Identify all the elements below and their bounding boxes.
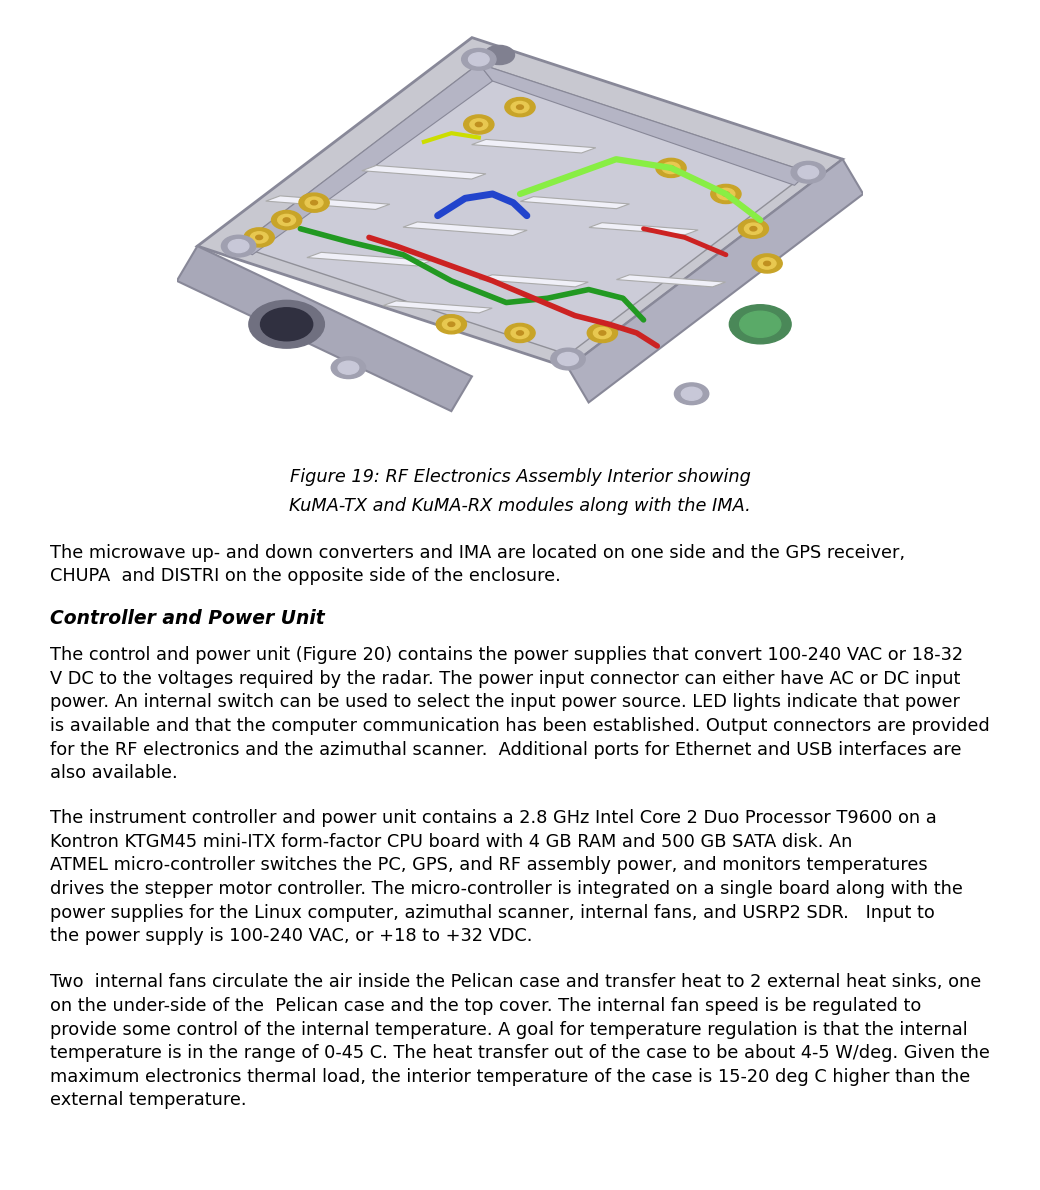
Polygon shape bbox=[478, 63, 808, 186]
Circle shape bbox=[448, 322, 454, 326]
Circle shape bbox=[551, 349, 586, 370]
Circle shape bbox=[298, 193, 330, 212]
Circle shape bbox=[511, 327, 529, 339]
Circle shape bbox=[442, 319, 461, 330]
Circle shape bbox=[485, 45, 515, 64]
Circle shape bbox=[222, 236, 256, 257]
Circle shape bbox=[717, 188, 735, 200]
Circle shape bbox=[662, 162, 680, 174]
Polygon shape bbox=[589, 223, 698, 234]
Circle shape bbox=[723, 192, 729, 196]
Circle shape bbox=[656, 158, 686, 177]
Polygon shape bbox=[404, 221, 527, 236]
Circle shape bbox=[249, 300, 324, 349]
Circle shape bbox=[283, 218, 290, 223]
Text: KuMA-TX and KuMA-RX modules along with the IMA.: KuMA-TX and KuMA-RX modules along with t… bbox=[289, 497, 751, 515]
Circle shape bbox=[271, 211, 302, 230]
Polygon shape bbox=[238, 63, 493, 255]
Circle shape bbox=[599, 331, 606, 336]
Circle shape bbox=[594, 327, 612, 339]
Circle shape bbox=[557, 352, 578, 365]
Circle shape bbox=[758, 258, 776, 269]
Circle shape bbox=[668, 165, 675, 170]
Polygon shape bbox=[479, 275, 589, 287]
Circle shape bbox=[338, 362, 359, 374]
Text: The instrument controller and power unit contains a 2.8 GHz Intel Core 2 Duo Pro: The instrument controller and power unit… bbox=[50, 809, 963, 945]
Circle shape bbox=[791, 162, 826, 183]
Circle shape bbox=[311, 200, 317, 205]
Polygon shape bbox=[520, 196, 629, 208]
Text: The control and power unit (Figure 20) contains the power supplies that convert : The control and power unit (Figure 20) c… bbox=[50, 646, 990, 782]
Polygon shape bbox=[238, 63, 808, 355]
Circle shape bbox=[470, 119, 488, 130]
Polygon shape bbox=[198, 38, 842, 368]
Circle shape bbox=[305, 198, 323, 208]
Polygon shape bbox=[617, 275, 726, 287]
Polygon shape bbox=[307, 252, 431, 265]
Circle shape bbox=[750, 226, 757, 231]
Circle shape bbox=[278, 214, 295, 226]
Circle shape bbox=[675, 383, 709, 405]
Polygon shape bbox=[568, 159, 863, 402]
Circle shape bbox=[729, 305, 791, 344]
Polygon shape bbox=[362, 165, 486, 178]
Text: Two  internal fans circulate the air inside the Pelican case and transfer heat t: Two internal fans circulate the air insi… bbox=[50, 973, 990, 1109]
Polygon shape bbox=[383, 301, 492, 313]
Circle shape bbox=[468, 52, 489, 65]
Circle shape bbox=[588, 324, 618, 343]
Circle shape bbox=[745, 223, 762, 234]
Circle shape bbox=[261, 308, 313, 340]
Circle shape bbox=[739, 312, 781, 337]
Text: Controller and Power Unit: Controller and Power Unit bbox=[50, 609, 324, 628]
Polygon shape bbox=[177, 246, 472, 411]
Circle shape bbox=[752, 253, 782, 273]
Circle shape bbox=[251, 232, 268, 243]
Circle shape bbox=[517, 105, 523, 109]
Polygon shape bbox=[472, 139, 596, 154]
Circle shape bbox=[436, 314, 467, 334]
Circle shape bbox=[229, 239, 249, 252]
Circle shape bbox=[681, 387, 702, 400]
Circle shape bbox=[710, 184, 742, 203]
Circle shape bbox=[504, 324, 536, 343]
Circle shape bbox=[475, 123, 483, 126]
Circle shape bbox=[464, 115, 494, 134]
Circle shape bbox=[511, 101, 529, 113]
Circle shape bbox=[462, 49, 496, 70]
Text: The microwave up- and down converters and IMA are located on one side and the GP: The microwave up- and down converters an… bbox=[50, 544, 905, 585]
Text: Figure 19: RF Electronics Assembly Interior showing: Figure 19: RF Electronics Assembly Inter… bbox=[289, 468, 751, 486]
Circle shape bbox=[763, 262, 771, 265]
Circle shape bbox=[504, 98, 536, 117]
Circle shape bbox=[256, 236, 263, 239]
Polygon shape bbox=[266, 196, 390, 209]
Circle shape bbox=[798, 165, 818, 178]
Circle shape bbox=[517, 331, 523, 336]
Circle shape bbox=[738, 219, 769, 238]
Circle shape bbox=[244, 227, 275, 248]
Circle shape bbox=[331, 357, 366, 378]
